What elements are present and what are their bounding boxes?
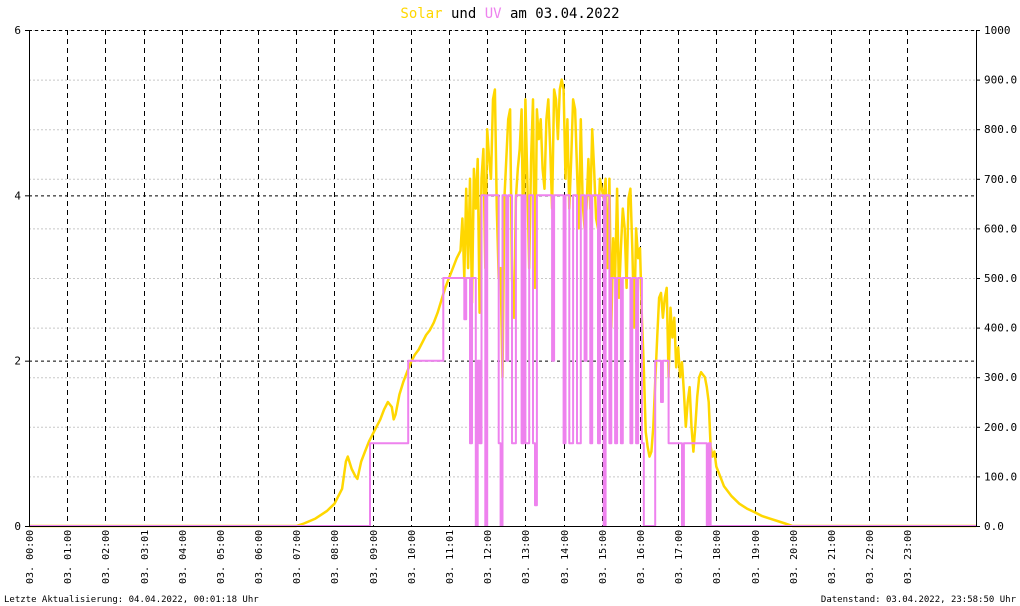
x-tick-label: 03. 12:00 bbox=[483, 530, 494, 584]
series-layer bbox=[29, 78, 976, 528]
x-tick-label: 03. 03:01 bbox=[140, 530, 151, 584]
y-left-labels: 0 2 4 6 bbox=[14, 24, 29, 533]
x-tick-label: 03. 08:00 bbox=[330, 530, 341, 584]
x-tick-label: 03. 17:00 bbox=[674, 530, 685, 584]
x-tick-label: 03. 04:00 bbox=[178, 530, 189, 584]
x-tick-label: 03. 22:00 bbox=[865, 530, 876, 584]
x-tick-label: 03. 19:00 bbox=[751, 530, 762, 584]
x-tick-label: 03. 10:00 bbox=[407, 530, 418, 584]
title-uv: UV bbox=[485, 6, 502, 22]
series-line-uv bbox=[29, 194, 976, 527]
y-left-tick-label: 0 bbox=[14, 520, 21, 533]
y-right-tick-label: 600.0 bbox=[984, 222, 1017, 235]
series-line-solar bbox=[29, 78, 976, 528]
chart-title: Solar und UV am 03.04.2022 bbox=[400, 6, 619, 22]
y-right-tick-label: 800.0 bbox=[984, 123, 1017, 136]
y-right-tick-label: 0.0 bbox=[984, 520, 1004, 533]
x-tick-label: 03. 14:00 bbox=[560, 530, 571, 584]
x-tick-label: 03. 06:00 bbox=[254, 530, 265, 584]
y-right-tick-label: 200.0 bbox=[984, 421, 1017, 434]
x-tick-label: 03. 11:01 bbox=[445, 530, 456, 584]
x-tick-label: 03. 21:00 bbox=[827, 530, 838, 584]
x-tick-label: 03. 01:00 bbox=[63, 530, 74, 584]
y-left-tick-label: 4 bbox=[14, 189, 21, 202]
x-tick-label: 03. 13:00 bbox=[521, 530, 532, 584]
y-right-tick-label: 1000 bbox=[984, 24, 1011, 37]
y-right-labels: 0.0 100.0 200.0 300.0 400.0 500.0 600.0 700.0 80… bbox=[976, 24, 1017, 533]
x-tick-label: 03. 02:00 bbox=[101, 530, 112, 584]
x-tick-label: 03. 07:00 bbox=[292, 530, 303, 584]
x-tick-label: 03. 20:00 bbox=[789, 530, 800, 584]
y-left-tick-label: 2 bbox=[14, 355, 21, 368]
x-tick-label: 03. 00:00 bbox=[25, 530, 36, 584]
y-right-tick-label: 900.0 bbox=[984, 74, 1017, 87]
title-solar: Solar bbox=[400, 6, 442, 22]
title-und: und bbox=[443, 6, 485, 22]
y-right-tick-label: 500.0 bbox=[984, 272, 1017, 285]
y-right-tick-label: 400.0 bbox=[984, 322, 1017, 335]
x-tick-label: 03. 18:00 bbox=[712, 530, 723, 584]
x-labels: 03. 00:00 03. 01:00 03. 02:00 03. 03:01 03. … bbox=[25, 530, 914, 584]
footer-data-state: Datenstand: 03.04.2022, 23:58:50 Uhr bbox=[820, 595, 1016, 605]
y-right-tick-label: 100.0 bbox=[984, 470, 1017, 483]
y-right-tick-label: 300.0 bbox=[984, 371, 1017, 384]
x-tick-label: 03. 15:00 bbox=[598, 530, 609, 584]
y-left-tick-label: 6 bbox=[14, 24, 21, 37]
x-tick-label: 03. 23:00 bbox=[903, 530, 914, 584]
x-tick-label: 03. 09:00 bbox=[369, 530, 380, 584]
footer-last-update: Letzte Aktualisierung: 04.04.2022, 00:01… bbox=[4, 595, 259, 605]
y-right-tick-label: 700.0 bbox=[984, 173, 1017, 186]
title-date: am 03.04.2022 bbox=[502, 6, 620, 22]
x-tick-label: 03. 05:00 bbox=[216, 530, 227, 584]
x-tick-label: 03. 16:00 bbox=[636, 530, 647, 584]
